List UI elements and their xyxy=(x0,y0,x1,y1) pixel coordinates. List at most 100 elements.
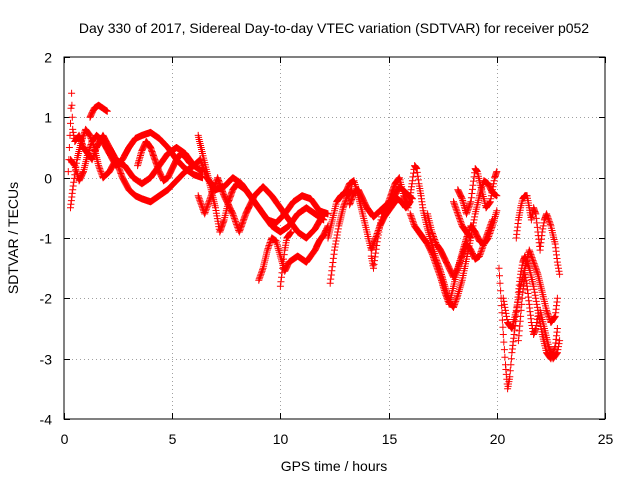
data-point xyxy=(263,246,271,254)
data-point xyxy=(539,222,547,230)
data-point xyxy=(207,193,215,201)
data-point xyxy=(199,163,207,171)
data-point xyxy=(484,228,492,236)
data-point xyxy=(331,243,339,251)
data-point xyxy=(320,210,328,218)
data-point xyxy=(328,263,336,271)
data-point xyxy=(527,252,535,260)
data-point xyxy=(533,219,541,227)
data-point xyxy=(203,204,211,212)
data-point xyxy=(197,201,205,209)
data-point xyxy=(507,361,515,369)
data-point xyxy=(468,190,476,197)
data-point xyxy=(450,198,457,206)
data-point xyxy=(552,350,560,358)
data-point xyxy=(376,222,384,230)
data-point xyxy=(79,133,87,141)
data-points xyxy=(64,89,564,393)
data-point xyxy=(543,308,551,316)
data-point xyxy=(88,138,96,145)
y-tick-labels: -4 -3 -2 -1 0 1 2 xyxy=(40,50,53,428)
data-point xyxy=(89,141,97,148)
data-point xyxy=(498,316,506,324)
data-point xyxy=(463,208,471,216)
data-point xyxy=(489,216,496,224)
y-tick-label: 1 xyxy=(44,110,52,126)
data-point xyxy=(527,216,535,224)
data-point xyxy=(507,355,515,363)
data-point xyxy=(499,323,507,331)
axis-ticks xyxy=(64,57,606,420)
data-point xyxy=(517,312,525,320)
data-point xyxy=(229,211,237,219)
data-point xyxy=(455,213,463,221)
data-point xyxy=(266,239,274,246)
data-point xyxy=(204,199,212,207)
data-point xyxy=(458,278,466,286)
data-point xyxy=(530,260,538,268)
data-point xyxy=(534,312,542,320)
data-point xyxy=(209,186,217,194)
data-point xyxy=(384,201,391,209)
data-point xyxy=(521,270,529,278)
data-point xyxy=(196,198,204,206)
data-point xyxy=(428,251,436,259)
data-point xyxy=(556,337,564,345)
data-point xyxy=(435,269,443,277)
data-point xyxy=(456,284,464,292)
data-point xyxy=(477,248,485,256)
data-point xyxy=(553,325,561,332)
data-point xyxy=(405,201,413,209)
data-point xyxy=(377,216,385,224)
data-point xyxy=(456,216,464,224)
data-point xyxy=(488,189,496,197)
y-tick-label: -1 xyxy=(40,231,53,247)
data-point xyxy=(489,183,497,191)
data-point xyxy=(373,238,381,246)
data-point xyxy=(278,269,286,277)
data-point xyxy=(467,234,475,242)
data-point xyxy=(65,144,73,151)
data-point xyxy=(533,319,541,326)
x-tick-label: 15 xyxy=(382,431,398,447)
data-point xyxy=(373,230,381,237)
data-point xyxy=(506,367,514,375)
data-point xyxy=(517,306,525,314)
data-point xyxy=(545,312,553,320)
data-point xyxy=(533,300,541,308)
data-point xyxy=(495,264,503,272)
data-point xyxy=(196,156,204,164)
data-point xyxy=(87,134,95,142)
data-point xyxy=(526,249,534,257)
data-point xyxy=(455,261,463,269)
data-point xyxy=(97,169,105,177)
data-point xyxy=(485,199,493,207)
data-point xyxy=(555,267,563,275)
data-point xyxy=(67,104,75,112)
data-point xyxy=(372,249,380,257)
data-point xyxy=(68,89,76,97)
data-point xyxy=(503,312,510,320)
data-point xyxy=(531,263,539,271)
x-tick-labels: 0 5 10 15 20 25 xyxy=(61,431,614,447)
data-point xyxy=(329,254,337,262)
data-point xyxy=(280,255,288,263)
data-point xyxy=(556,270,564,278)
data-point xyxy=(465,202,473,210)
data-point xyxy=(433,263,441,271)
data-point xyxy=(95,162,103,170)
data-point xyxy=(208,189,216,197)
x-tick-label: 5 xyxy=(169,431,177,447)
data-point xyxy=(546,219,554,227)
data-point xyxy=(554,346,562,354)
data-point xyxy=(332,237,340,245)
data-point xyxy=(67,119,74,127)
data-point xyxy=(374,231,382,239)
data-point xyxy=(407,213,415,221)
data-point xyxy=(464,205,472,213)
data-point xyxy=(467,198,475,206)
x-axis-label: GPS time / hours xyxy=(281,458,388,474)
x-tick-label: 0 xyxy=(61,431,69,447)
data-point xyxy=(265,242,273,249)
